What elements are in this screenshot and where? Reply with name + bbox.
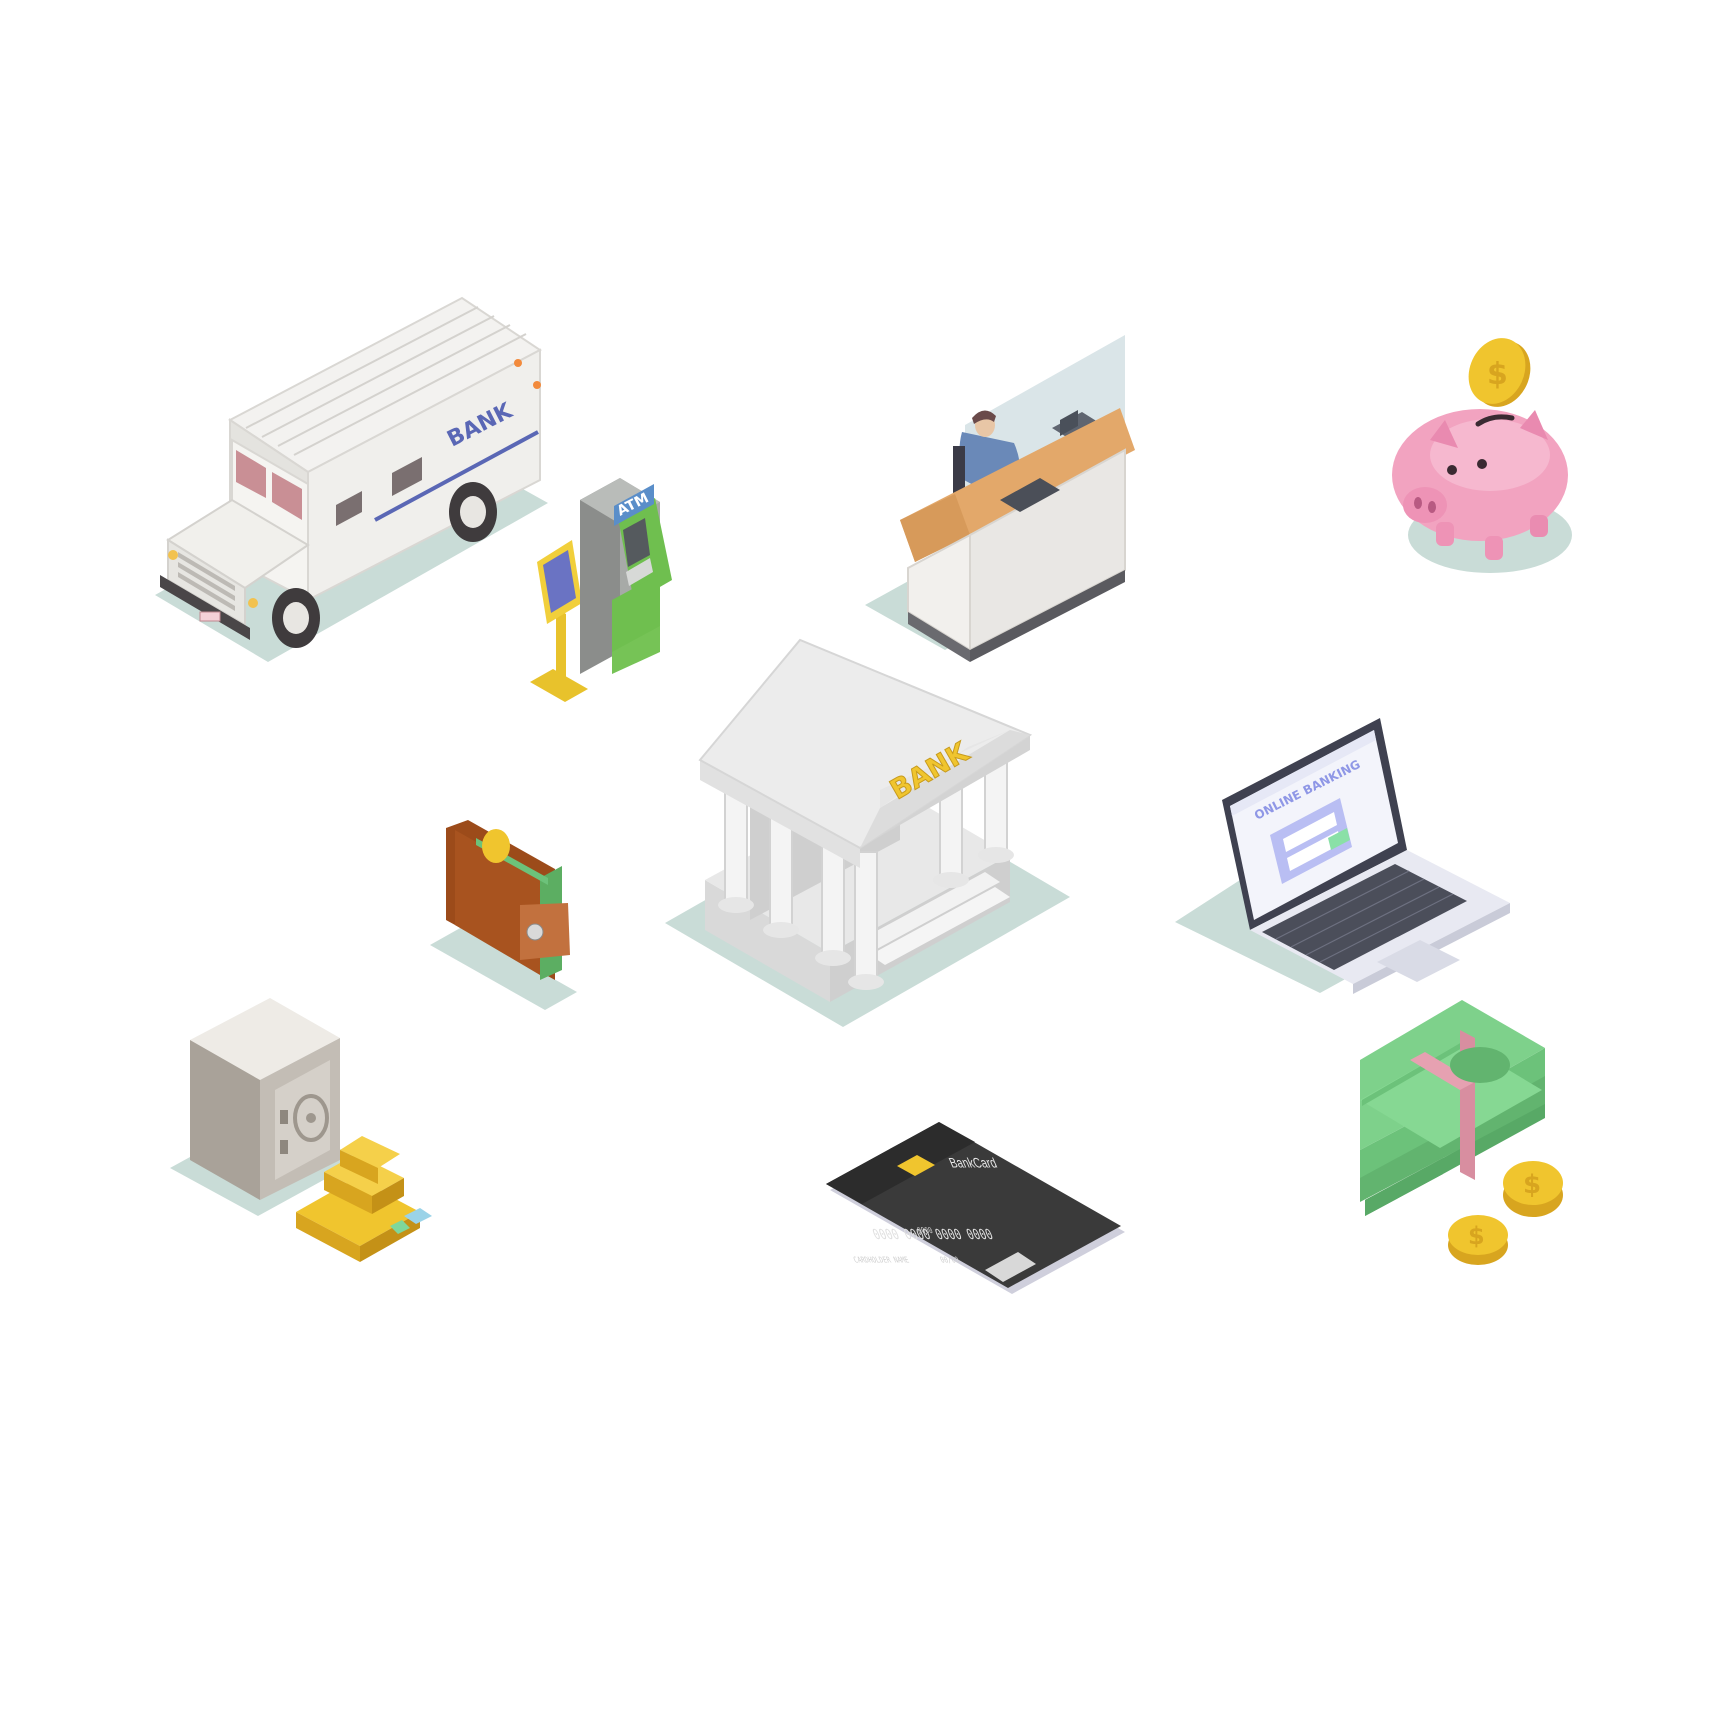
card-brand: BankCard bbox=[946, 1154, 999, 1170]
kiosk-icon bbox=[530, 540, 588, 702]
atm-icon: ATM bbox=[580, 478, 672, 674]
card-holder-name: CARDHOLDER NAME bbox=[852, 1255, 911, 1265]
card-small-number: 0000 bbox=[916, 1226, 935, 1236]
piggy-bank-icon bbox=[1392, 409, 1572, 573]
piggy-coin-symbol: $ bbox=[1487, 357, 1508, 392]
cash-coin-symbol-1: $ bbox=[1523, 1170, 1541, 1200]
armored-truck-icon: BANK bbox=[155, 296, 548, 662]
safe-icon bbox=[170, 998, 360, 1216]
coin-icon: $ $ bbox=[1448, 1161, 1563, 1265]
bank-building-icon: BANK bbox=[665, 638, 1070, 1027]
bank-teller-icon bbox=[865, 335, 1135, 662]
cash-coin-symbol-2: $ bbox=[1468, 1222, 1485, 1250]
cash-stack-icon bbox=[1360, 1000, 1545, 1216]
gold-bars-icon bbox=[296, 1136, 432, 1262]
wallet-icon bbox=[430, 820, 577, 1010]
credit-card-icon: BankCard 0000 0000 0000 0000 0000 CARDHO… bbox=[826, 1122, 1125, 1294]
card-number: 0000 0000 0000 0000 bbox=[870, 1227, 996, 1243]
card-expiry: 00/00 bbox=[938, 1255, 961, 1265]
laptop-icon: ONLINE BANKING bbox=[1175, 718, 1510, 994]
coin-icon: $ bbox=[1468, 338, 1531, 407]
